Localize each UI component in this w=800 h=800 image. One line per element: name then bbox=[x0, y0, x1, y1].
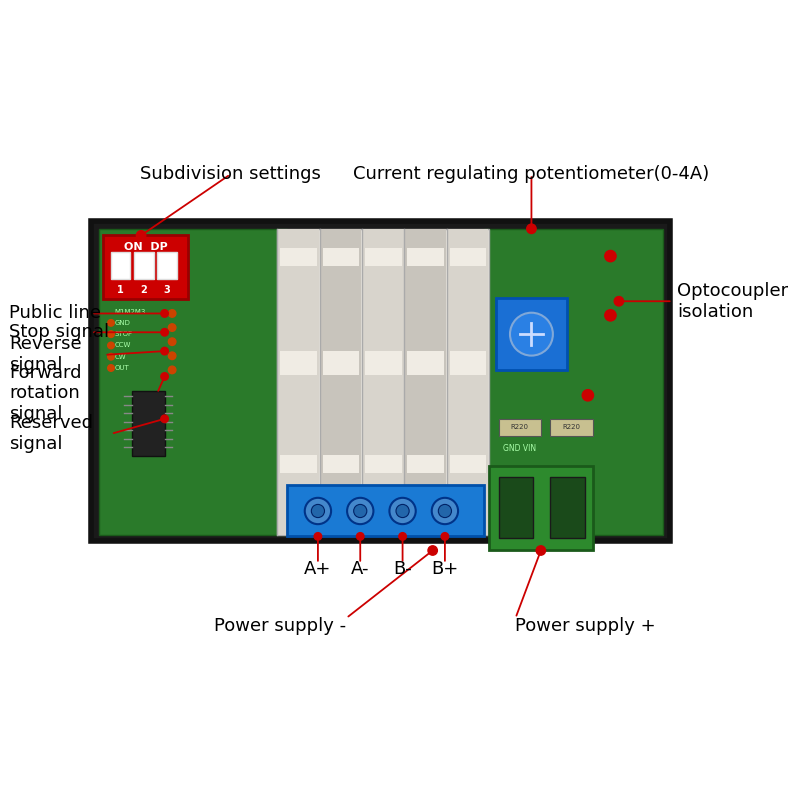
Bar bbox=[103, 235, 188, 299]
Bar bbox=[550, 477, 585, 538]
Circle shape bbox=[168, 352, 176, 359]
Circle shape bbox=[161, 415, 168, 422]
Circle shape bbox=[347, 498, 374, 524]
Circle shape bbox=[582, 390, 594, 401]
Circle shape bbox=[510, 313, 553, 356]
Circle shape bbox=[108, 331, 114, 338]
Circle shape bbox=[161, 310, 168, 318]
Bar bbox=[134, 252, 154, 278]
Circle shape bbox=[108, 365, 114, 371]
Text: Current regulating potentiometer(0-4A): Current regulating potentiometer(0-4A) bbox=[354, 166, 710, 183]
Circle shape bbox=[314, 533, 322, 540]
Circle shape bbox=[161, 329, 168, 336]
Circle shape bbox=[526, 224, 536, 234]
Circle shape bbox=[428, 546, 438, 555]
Text: 2: 2 bbox=[141, 285, 147, 295]
Circle shape bbox=[605, 250, 616, 262]
Bar bbox=[407, 454, 444, 474]
Text: Public line: Public line bbox=[10, 305, 102, 322]
Bar bbox=[322, 454, 359, 474]
Bar bbox=[132, 390, 165, 457]
Bar bbox=[485, 229, 663, 534]
Bar bbox=[407, 248, 444, 266]
Bar bbox=[280, 248, 317, 266]
Bar bbox=[365, 248, 402, 266]
Bar bbox=[322, 248, 359, 266]
Bar bbox=[450, 248, 486, 266]
Circle shape bbox=[108, 319, 114, 326]
Bar bbox=[498, 477, 534, 538]
Text: ON  DP: ON DP bbox=[124, 242, 168, 252]
Circle shape bbox=[168, 324, 176, 331]
Bar bbox=[322, 351, 359, 374]
Bar bbox=[550, 419, 593, 436]
Text: 3: 3 bbox=[164, 285, 170, 295]
Circle shape bbox=[441, 533, 449, 540]
Bar bbox=[365, 454, 402, 474]
Circle shape bbox=[168, 366, 176, 374]
Text: GND: GND bbox=[114, 320, 130, 326]
Text: Optocoupler
isolation: Optocoupler isolation bbox=[678, 282, 788, 321]
Text: Forward
rotation
signal: Forward rotation signal bbox=[10, 364, 82, 423]
Circle shape bbox=[161, 347, 168, 355]
Circle shape bbox=[390, 498, 416, 524]
Text: GND VIN: GND VIN bbox=[503, 445, 536, 454]
Bar bbox=[91, 222, 670, 541]
Circle shape bbox=[354, 505, 367, 518]
Circle shape bbox=[357, 533, 364, 540]
Text: R220: R220 bbox=[510, 424, 529, 430]
Bar bbox=[278, 229, 319, 534]
Text: Power supply -: Power supply - bbox=[214, 617, 346, 634]
Text: Reverse
signal: Reverse signal bbox=[10, 335, 82, 374]
Circle shape bbox=[108, 354, 114, 360]
Text: Reserved
signal: Reserved signal bbox=[10, 414, 94, 454]
Circle shape bbox=[438, 505, 451, 518]
Bar bbox=[450, 351, 486, 374]
Bar bbox=[321, 229, 361, 534]
Text: B+: B+ bbox=[431, 560, 458, 578]
Bar bbox=[111, 252, 130, 278]
Text: STOP: STOP bbox=[114, 331, 133, 337]
Circle shape bbox=[136, 230, 146, 240]
Bar bbox=[280, 454, 317, 474]
Bar bbox=[287, 485, 485, 536]
Bar bbox=[489, 466, 593, 550]
Bar bbox=[98, 229, 287, 534]
Circle shape bbox=[536, 546, 546, 555]
Circle shape bbox=[161, 373, 168, 380]
Text: OUT: OUT bbox=[114, 365, 130, 371]
Text: CW: CW bbox=[114, 354, 126, 360]
Text: Stop signal: Stop signal bbox=[10, 323, 110, 342]
Bar bbox=[496, 298, 567, 370]
Bar bbox=[363, 229, 403, 534]
Text: M1M2M3: M1M2M3 bbox=[114, 309, 146, 314]
Bar bbox=[406, 229, 446, 534]
Circle shape bbox=[108, 342, 114, 349]
Text: Power supply +: Power supply + bbox=[515, 617, 656, 634]
Bar bbox=[450, 454, 486, 474]
Bar bbox=[407, 351, 444, 374]
Text: A+: A+ bbox=[304, 560, 332, 578]
Text: R220: R220 bbox=[562, 424, 581, 430]
Circle shape bbox=[614, 297, 624, 306]
Text: B-: B- bbox=[393, 560, 412, 578]
Circle shape bbox=[168, 338, 176, 346]
Bar bbox=[365, 351, 402, 374]
Circle shape bbox=[396, 505, 409, 518]
Circle shape bbox=[305, 498, 331, 524]
Bar bbox=[278, 229, 489, 534]
Circle shape bbox=[605, 310, 616, 321]
Bar bbox=[158, 252, 177, 278]
Bar bbox=[280, 351, 317, 374]
Circle shape bbox=[432, 498, 458, 524]
Circle shape bbox=[311, 505, 325, 518]
Bar bbox=[448, 229, 488, 534]
Text: 1: 1 bbox=[118, 285, 124, 295]
Circle shape bbox=[399, 533, 406, 540]
Text: CCW: CCW bbox=[114, 342, 131, 349]
Bar bbox=[498, 419, 541, 436]
Circle shape bbox=[168, 310, 176, 318]
Text: A-: A- bbox=[351, 560, 370, 578]
Text: Subdivision settings: Subdivision settings bbox=[140, 166, 321, 183]
